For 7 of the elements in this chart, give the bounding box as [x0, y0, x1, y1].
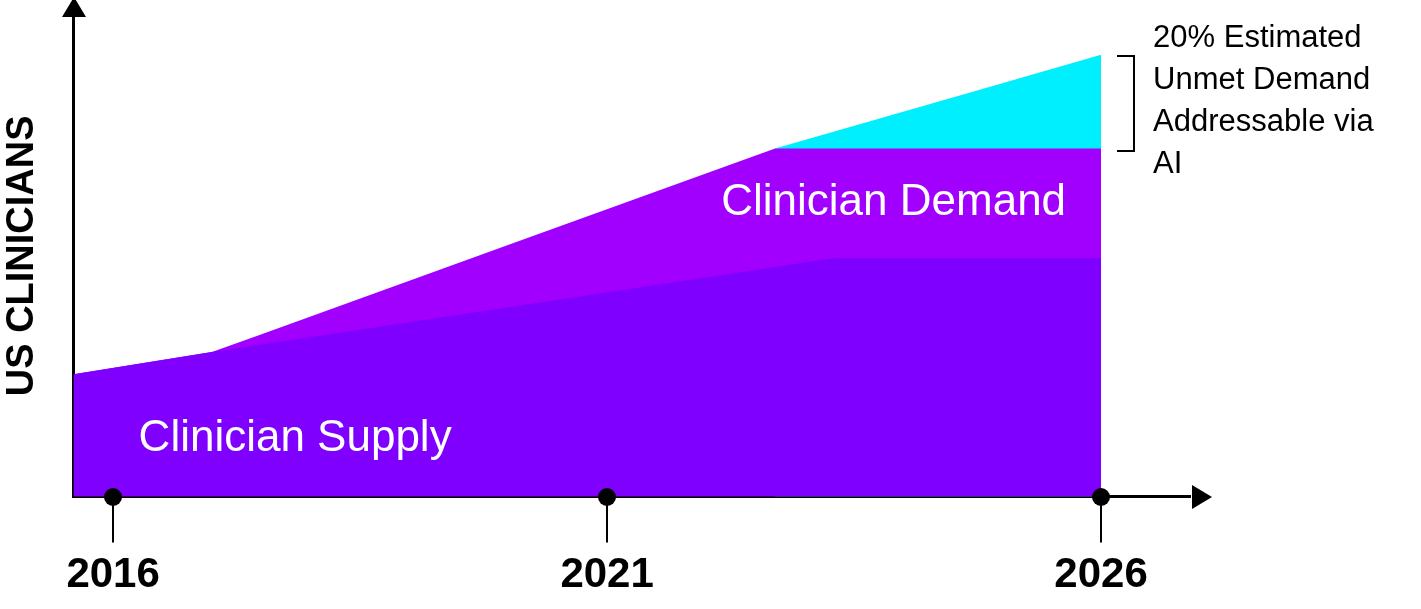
series-label: 20% Estimated Unmet Demand Addressable via AI: [1153, 19, 1375, 181]
series-label: Clinician Demand: [721, 175, 1067, 225]
x-tick-label: 2016: [66, 549, 160, 597]
series-label: Clinician Supply: [138, 410, 452, 460]
x-tick-label: 2021: [560, 549, 654, 597]
y-axis-title: US CLINICIANS: [0, 115, 42, 397]
x-tick-label: 2026: [1054, 549, 1148, 597]
